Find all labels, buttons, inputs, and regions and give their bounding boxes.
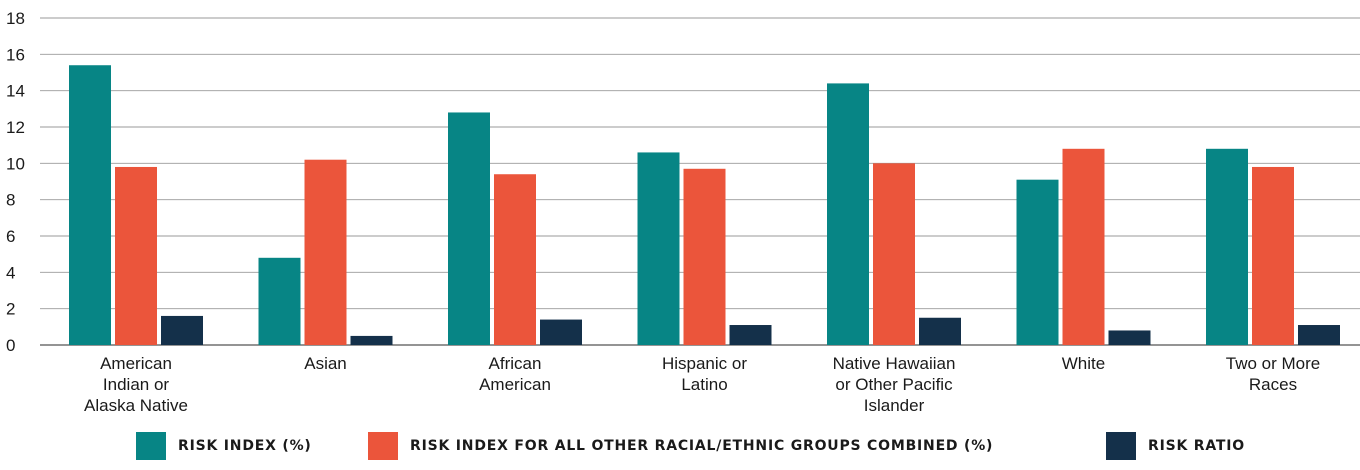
category-label: Asian <box>304 354 347 373</box>
bar-risk-index-others <box>494 174 536 345</box>
bar-risk-index-others <box>683 168 726 345</box>
bar-risk-ratio <box>1298 325 1340 345</box>
y-tick-label: 2 <box>6 300 15 319</box>
bar-risk-index-others <box>1062 148 1105 345</box>
bar-risk-index <box>1016 179 1059 345</box>
y-tick-label: 10 <box>6 154 25 173</box>
category-label: Native Hawaiian or Other Pacific Islander <box>833 354 956 415</box>
bar-risk-index <box>69 65 111 345</box>
legend-swatch-risk-index <box>136 432 166 460</box>
bar-risk-index <box>637 152 680 345</box>
legend-label-risk-index: RISK INDEX (%) <box>178 438 312 454</box>
bar-risk-index-others <box>304 159 347 345</box>
bar-risk-index <box>258 257 301 345</box>
y-tick-label: 12 <box>6 118 25 137</box>
bar-risk-ratio <box>919 317 961 345</box>
bar-risk-ratio <box>729 325 772 345</box>
bar-risk-index <box>448 112 490 345</box>
y-tick-label: 0 <box>6 336 15 355</box>
legend-swatch-risk-index-others <box>368 432 398 460</box>
y-tick-label: 14 <box>6 82 25 101</box>
legend-item-risk-ratio: RISK RATIO <box>1106 432 1245 460</box>
category-label: African American <box>479 354 551 394</box>
bar-risk-ratio <box>540 319 582 345</box>
y-tick-label: 8 <box>6 191 15 210</box>
legend-swatch-risk-ratio <box>1106 432 1136 460</box>
category-label: Two or More Races <box>1226 354 1320 394</box>
y-axis-ticks: 0 2 4 6 8 10 12 14 16 18 <box>6 9 25 355</box>
legend: RISK INDEX (%) RISK INDEX FOR ALL OTHER … <box>0 432 1360 462</box>
y-tick-label: 6 <box>6 227 15 246</box>
category-label: American Indian or Alaska Native <box>84 354 188 415</box>
bars <box>69 65 1340 346</box>
bar-risk-ratio <box>1108 330 1151 345</box>
bar-risk-index-others <box>873 163 915 345</box>
bar-risk-ratio <box>350 335 393 345</box>
y-tick-label: 18 <box>6 9 25 28</box>
y-tick-label: 4 <box>6 263 15 282</box>
legend-label-risk-index-others: RISK INDEX FOR ALL OTHER RACIAL/ETHNIC G… <box>410 438 994 454</box>
category-label: Hispanic or Latino <box>662 354 747 394</box>
bar-risk-index-others <box>1252 166 1294 345</box>
category-label: White <box>1062 354 1105 373</box>
bar-risk-index-others <box>115 166 157 345</box>
bar-chart: 0 2 4 6 8 10 12 14 16 18 American Indian or Alaska … <box>6 9 1360 415</box>
legend-item-risk-index-others: RISK INDEX FOR ALL OTHER RACIAL/ETHNIC G… <box>368 432 993 460</box>
legend-item-risk-index: RISK INDEX (%) <box>136 432 312 460</box>
legend-label-risk-ratio: RISK RATIO <box>1148 438 1245 454</box>
category-labels: American Indian or Alaska Native Asian Afric… <box>84 354 1320 415</box>
bar-risk-ratio <box>161 315 203 345</box>
y-tick-label: 16 <box>6 45 25 64</box>
bar-risk-index <box>827 83 869 346</box>
bar-risk-index <box>1206 148 1248 345</box>
